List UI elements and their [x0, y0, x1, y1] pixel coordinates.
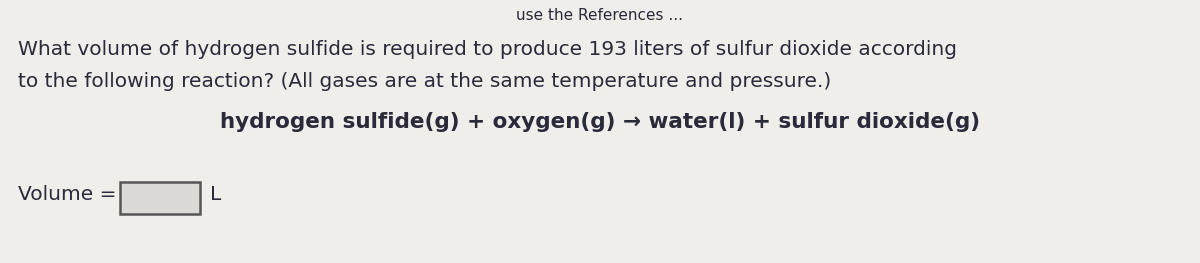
Text: use the References ...: use the References ...	[516, 8, 684, 23]
Text: hydrogen sulfide(g) + oxygen(g) → water(l) + sulfur dioxide(g): hydrogen sulfide(g) + oxygen(g) → water(…	[220, 112, 980, 132]
FancyBboxPatch shape	[120, 182, 200, 214]
Text: What volume of hydrogen sulfide is required to produce 193 liters of sulfur diox: What volume of hydrogen sulfide is requi…	[18, 40, 958, 59]
Text: to the following reaction? (All gases are at the same temperature and pressure.): to the following reaction? (All gases ar…	[18, 72, 832, 91]
Text: Volume =: Volume =	[18, 185, 116, 204]
Text: L: L	[210, 185, 221, 204]
